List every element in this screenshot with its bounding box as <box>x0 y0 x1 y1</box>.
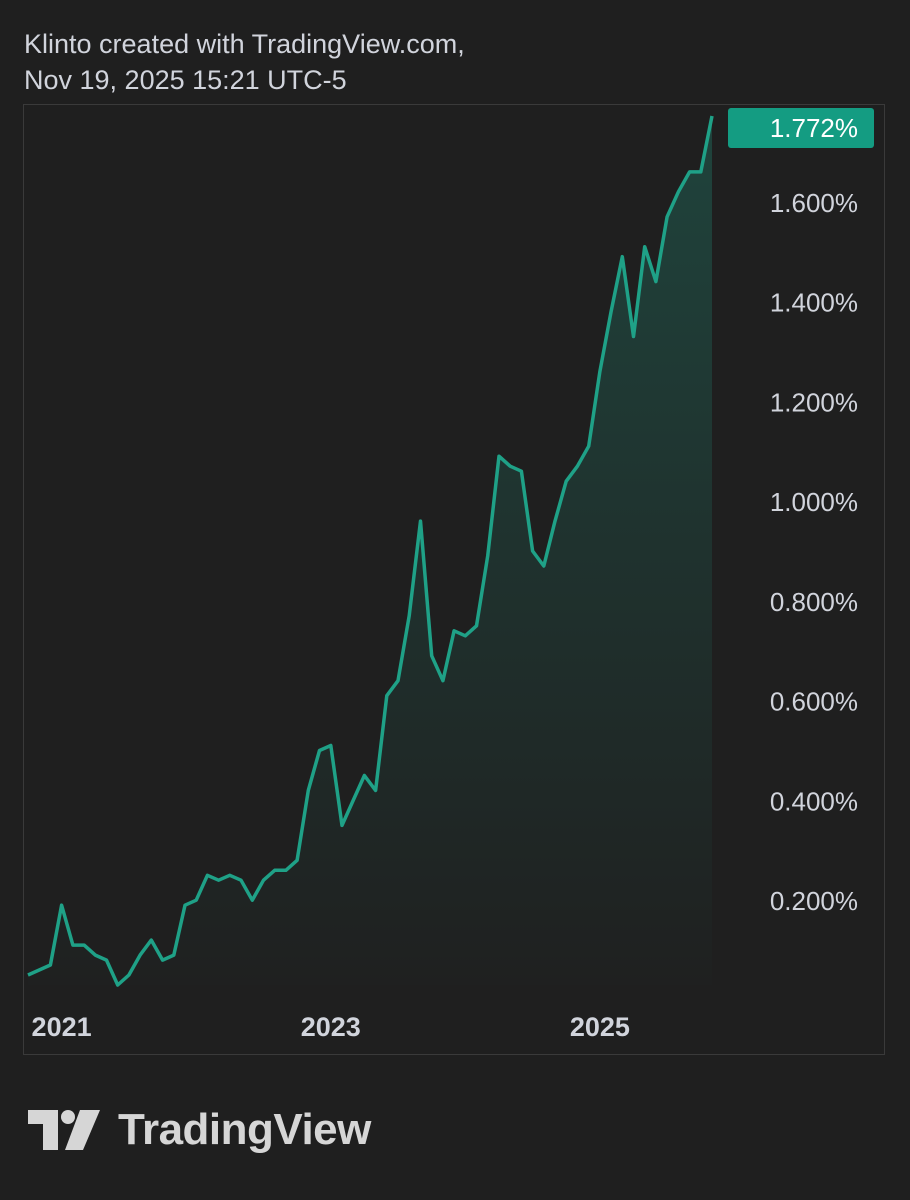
tradingview-logo: TradingView <box>28 1100 371 1160</box>
author-line: Klinto created with TradingView.com, <box>24 29 465 59</box>
tradingview-wordmark: TradingView <box>118 1105 371 1154</box>
y-tick-label: 0.400% <box>770 786 858 816</box>
y-tick-label: 1.200% <box>770 387 858 417</box>
y-tick-label: 0.200% <box>770 886 858 916</box>
chart-header: Klinto created with TradingView.com, Nov… <box>24 26 465 98</box>
y-tick-label: 0.600% <box>770 687 858 717</box>
x-tick-label: 2023 <box>301 1012 361 1042</box>
x-tick-label: 2021 <box>32 1012 92 1042</box>
chart-frame <box>23 104 885 1055</box>
last-value-badge <box>728 108 874 148</box>
tradingview-logo-icon <box>28 1110 100 1150</box>
area-chart: 0.200% 0.400% 0.600% 0.800% 1.000% 1.200% 1.40… <box>27 108 874 1042</box>
timestamp-line: Nov 19, 2025 15:21 UTC-5 <box>24 65 347 95</box>
y-tick-label: 0.800% <box>770 587 858 617</box>
x-tick-label: 2025 <box>570 1012 630 1042</box>
area-fill <box>28 116 712 985</box>
series-line <box>27 115 714 987</box>
y-tick-label: 1.000% <box>770 487 858 517</box>
y-tick-label: 1.400% <box>770 288 858 318</box>
last-value-label: 1.772% <box>770 113 858 143</box>
y-tick-label: 1.600% <box>770 188 858 218</box>
